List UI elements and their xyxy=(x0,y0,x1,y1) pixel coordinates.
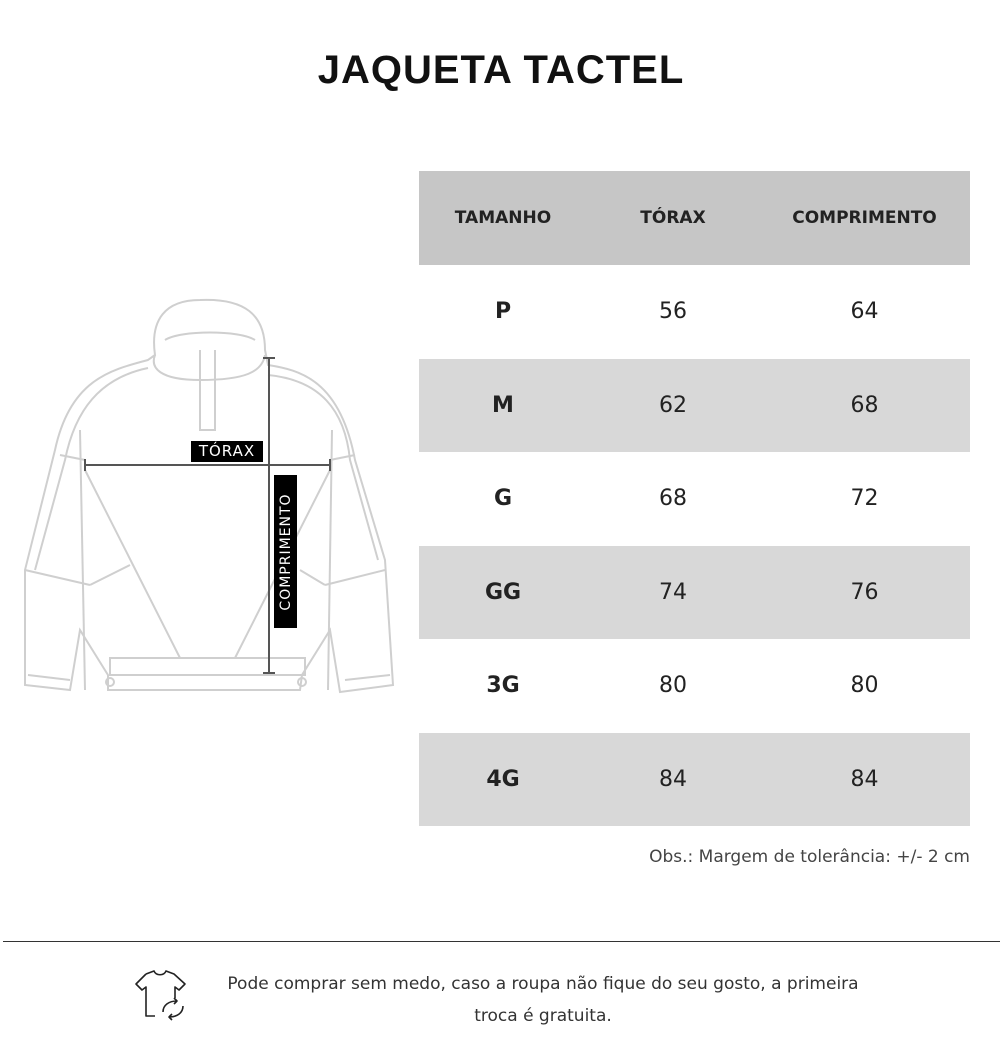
divider xyxy=(3,941,1000,942)
jacket-diagram xyxy=(24,298,395,694)
length-cell: 80 xyxy=(850,673,879,699)
table-row: GG 74 76 xyxy=(419,545,970,639)
table-row: G 68 72 xyxy=(419,452,970,546)
size-cell: P xyxy=(494,299,512,325)
header-size: TAMANHO xyxy=(454,208,552,228)
chest-cell: 84 xyxy=(659,766,687,792)
tshirt-exchange-icon xyxy=(135,970,186,1021)
length-cell: 84 xyxy=(850,766,879,792)
size-cell: GG xyxy=(484,579,522,605)
chest-cell: 80 xyxy=(659,673,687,699)
size-cell: G xyxy=(493,486,513,512)
header-chest: TÓRAX xyxy=(640,208,706,228)
length-cell: 76 xyxy=(850,579,879,605)
chest-cell: 62 xyxy=(659,392,687,418)
table-row: P 56 64 xyxy=(419,265,970,359)
table-row: 3G 80 80 xyxy=(419,639,970,733)
size-cell: M xyxy=(492,392,514,418)
size-cell: 3G xyxy=(486,673,520,699)
size-table: TAMANHO TÓRAX COMPRIMENTO P 56 64 M 62 6… xyxy=(419,171,970,826)
chest-label: TÓRAX xyxy=(191,441,263,462)
chest-cell: 74 xyxy=(659,579,687,605)
page-title: JAQUETA TACTEL xyxy=(317,48,685,92)
chest-cell: 56 xyxy=(659,299,687,325)
length-label-text: COMPRIMENTO xyxy=(277,492,294,611)
table-header: TAMANHO TÓRAX COMPRIMENTO xyxy=(419,171,970,265)
length-cell: 64 xyxy=(850,299,879,325)
table-row: 4G 84 84 xyxy=(419,732,970,826)
table-row: M 62 68 xyxy=(419,358,970,452)
header-length: COMPRIMENTO xyxy=(792,208,937,228)
length-cell: 68 xyxy=(850,392,879,418)
length-cell: 72 xyxy=(850,486,879,512)
tolerance-note: Obs.: Margem de tolerância: +/- 2 cm xyxy=(649,847,970,867)
exchange-policy-text: Pode comprar sem medo, caso a roupa não … xyxy=(227,974,859,1026)
size-cell: 4G xyxy=(486,766,520,792)
length-label: COMPRIMENTO xyxy=(274,475,297,628)
chest-cell: 68 xyxy=(659,486,687,512)
